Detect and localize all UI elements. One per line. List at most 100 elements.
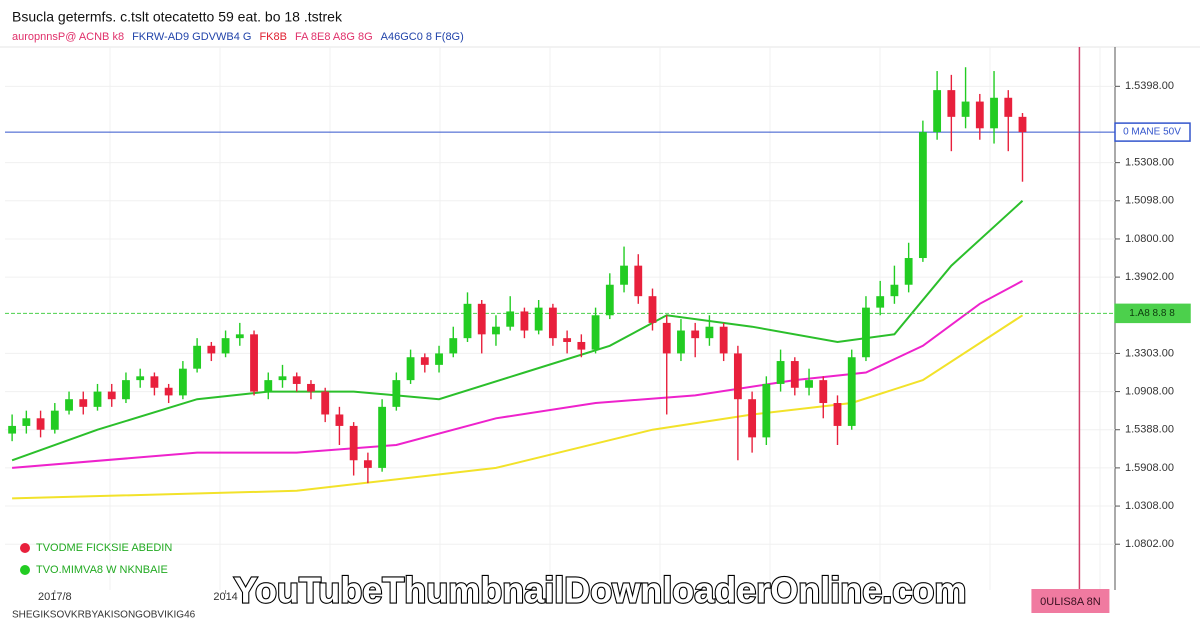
candle-body <box>363 460 372 468</box>
candle-body <box>563 338 572 342</box>
candle-body <box>8 425 17 434</box>
candle-body <box>819 380 828 404</box>
candle-body <box>705 326 714 339</box>
y-tick-label: 1.5308.00 <box>1125 157 1174 169</box>
candle-body <box>36 418 45 430</box>
legend-label: TVODME FICKSIE ABEDIN <box>36 542 172 554</box>
candle-body <box>65 399 73 411</box>
candle-body <box>107 391 116 400</box>
candle-body <box>733 353 742 400</box>
candle-body <box>264 380 273 392</box>
candle-body <box>762 383 771 438</box>
candle-body <box>748 399 757 438</box>
candle-body <box>776 361 785 384</box>
subtitle-segment: auropnnsP@ ACNB k8 <box>12 31 124 43</box>
candle-body <box>278 376 287 381</box>
candle-body <box>207 345 216 354</box>
candle-body <box>307 383 315 392</box>
y-tick-label: 1.5388.00 <box>1125 424 1174 436</box>
candle-body <box>122 380 130 400</box>
marker-label: 0ULIS8A 8N <box>1040 596 1101 608</box>
y-tick-label: 1.5908.00 <box>1125 462 1174 474</box>
candle-body <box>677 330 685 354</box>
candle-body <box>634 265 643 297</box>
candle-body <box>292 376 301 384</box>
ma-line <box>12 280 1023 469</box>
candle-body <box>847 357 856 426</box>
candle-body <box>790 361 799 388</box>
candle-body <box>833 403 842 426</box>
candle-body <box>605 284 614 316</box>
y-tick-label: 1.5098.00 <box>1125 195 1174 207</box>
ma-line <box>12 314 1024 500</box>
candle-body <box>435 353 443 365</box>
candle-body <box>463 303 472 339</box>
candle-body <box>961 101 970 117</box>
candle-body <box>904 258 913 285</box>
price-label: 0 MANE 50V <box>1123 127 1181 138</box>
candle-body <box>947 90 956 117</box>
watermark: YouTubeThumbnailDownloaderOnline.com <box>234 570 967 611</box>
candle-body <box>136 376 145 381</box>
candle-body <box>420 357 429 365</box>
candle-body <box>691 330 700 339</box>
candle-body <box>577 341 586 350</box>
candle-body <box>990 97 998 129</box>
legend-swatch <box>20 543 30 553</box>
price-label-box <box>1114 122 1191 142</box>
price-label-box <box>1114 303 1191 324</box>
price-label: 1.A8 8.8 8 <box>1129 308 1175 319</box>
candle-body <box>349 425 358 461</box>
marker-label-box <box>1031 589 1110 613</box>
candle-body <box>22 418 31 426</box>
subtitle-segment: FKRW-AD9 GDVWB4 G <box>132 31 251 43</box>
candle-body <box>150 376 159 388</box>
subtitle-segment: FK8B <box>259 31 287 43</box>
candle-body <box>477 303 486 335</box>
candle-body <box>520 311 529 331</box>
candle-body <box>50 410 59 430</box>
candle-body <box>178 368 187 396</box>
candle-body <box>975 101 984 129</box>
candle-body <box>235 334 244 339</box>
y-tick-label: 1.0800.00 <box>1125 233 1174 245</box>
candle-body <box>662 322 671 354</box>
y-tick-label: 1.0908.00 <box>1125 385 1174 397</box>
y-tick-label: 1.0308.00 <box>1125 500 1174 512</box>
candle-body <box>406 357 415 381</box>
candle-body <box>591 315 600 350</box>
subtitle-segment: FA 8E8 A8G 8G <box>295 31 373 43</box>
candle-body <box>250 334 258 392</box>
y-tick-label: 1.5398.00 <box>1125 80 1174 92</box>
candle-body <box>876 296 885 308</box>
candle-body <box>93 391 102 407</box>
chart-title: Bsucla getermfs. c.tslt otecatetto 59 ea… <box>12 9 343 25</box>
candle-body <box>534 307 543 331</box>
candle-body <box>164 387 173 396</box>
footer-text: SHEGIKSOVKRBYAKISONGOBVIKIG46 <box>12 610 196 621</box>
candle-body <box>79 399 88 407</box>
candle-body <box>335 414 344 426</box>
candle-body <box>805 380 813 388</box>
y-tick-label: 1.0802.00 <box>1125 538 1174 550</box>
candle-body <box>620 265 628 285</box>
candle-body <box>321 391 330 415</box>
candle-body <box>1018 116 1027 133</box>
y-tick-label: 1.3303.00 <box>1125 347 1174 359</box>
candle-body <box>719 326 728 354</box>
candle-body <box>548 307 557 339</box>
ma-line <box>11 200 1024 462</box>
candle-body <box>492 326 500 335</box>
candle-body <box>1004 97 1013 117</box>
subtitle-segment: A46GC0 8 F(8G) <box>381 31 464 43</box>
candle-body <box>378 406 387 468</box>
candle-body <box>392 380 401 407</box>
candle-body <box>449 338 458 354</box>
legend-label: TVO.MIMVA8 W NKNBAIE <box>36 564 168 576</box>
candle-body <box>221 338 230 354</box>
candle-body <box>506 311 515 327</box>
candle-body <box>648 296 657 323</box>
y-tick-label: 1.3902.00 <box>1125 271 1174 283</box>
chart-subtitle: auropnnsP@ ACNB k8 FKRW-AD9 GDVWB4 G FK8B F… <box>12 31 464 43</box>
candle-body <box>862 307 870 358</box>
